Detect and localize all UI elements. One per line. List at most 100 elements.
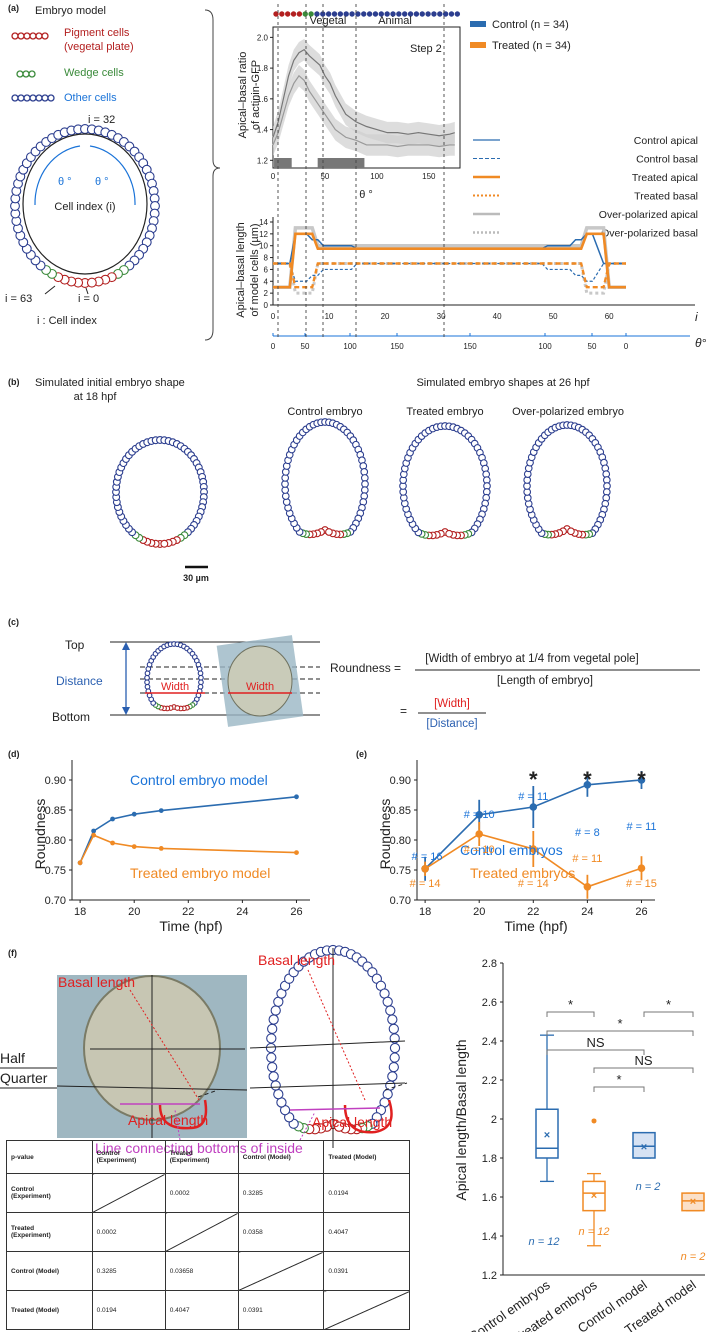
cell [29, 32, 37, 40]
cell [302, 11, 308, 17]
numerator-width: [Width] [434, 698, 470, 710]
y-axis-label: Apical length/Basal length [453, 1039, 469, 1200]
y-tick-label: 0.85 [390, 805, 411, 817]
box [535, 1108, 559, 1159]
model-cell [266, 1033, 277, 1044]
cell [366, 11, 373, 17]
pointer [174, 1109, 181, 1141]
y-tick-label: 0.85 [45, 805, 66, 817]
i-axis-label: i [695, 310, 698, 324]
cell [35, 94, 43, 102]
wedge-label: Wedge cells [64, 67, 124, 79]
right-title: Simulated embryo shapes at 26 hpf [416, 377, 590, 389]
table-cell: 0.4047 [323, 1212, 410, 1252]
legend-swatch-treated [470, 42, 486, 48]
denominator: [Length of embryo] [497, 675, 593, 687]
significance-bracket [593, 1067, 694, 1073]
cell [23, 94, 31, 102]
treated-embryo [399, 422, 491, 540]
data-point [77, 860, 83, 866]
model-cell [268, 1071, 279, 1082]
panel-letter: (c) [8, 617, 19, 627]
cell [448, 11, 455, 17]
cell [11, 32, 19, 40]
cell [361, 11, 367, 17]
tangent-line [384, 1082, 408, 1091]
treated-series-label: Treated embryo model [130, 865, 270, 881]
over-polarized-embryo [523, 421, 611, 539]
arrow-head [122, 707, 130, 715]
arrow-head [122, 642, 130, 650]
embryo-photo-body [227, 645, 293, 717]
cell [41, 94, 49, 102]
n-label-control: # = 16 [412, 851, 443, 863]
cell [431, 11, 437, 17]
y-tick-label: 2.0 [257, 33, 269, 42]
i32-label: i = 32 [88, 114, 115, 126]
width-label: Width [161, 681, 189, 693]
x-tick-label: 24 [581, 906, 593, 918]
bottom-ylabel: Apical–basal length [235, 222, 247, 317]
inner-boundary [22, 133, 148, 275]
table-col-header: Treated (Model) [323, 1140, 410, 1174]
model-cell [270, 1005, 281, 1016]
significance-star: * [583, 767, 592, 792]
n-label-treated: # = 10 [464, 844, 495, 856]
cell [349, 11, 355, 17]
model-title: Embryo model [35, 5, 106, 17]
cell [23, 32, 31, 40]
table-row-header: Treated (Experiment) [6, 1212, 93, 1252]
x-tick-label: 22 [527, 906, 539, 918]
cell [425, 11, 431, 17]
initial-embryo [112, 436, 208, 548]
pointer [299, 1111, 316, 1141]
table-cell: 0.0194 [91, 1290, 166, 1330]
apical-length-label: Apical length [312, 1114, 392, 1130]
y-tick-label: 0.70 [390, 895, 411, 907]
panel-letter: (e) [356, 749, 367, 759]
y-tick-label: 2 [491, 1114, 497, 1126]
table-row: Control (Experiment) 0.0002 0.3285 0.0194 [6, 1173, 410, 1213]
animal-label: Animal [378, 15, 412, 27]
pointer [129, 989, 200, 1101]
legend-line-label: Control apical [634, 135, 698, 147]
model-cell [567, 527, 575, 536]
arrow-i0 [85, 287, 89, 295]
cell [413, 11, 420, 17]
model-cell [174, 705, 181, 711]
cell [337, 11, 344, 17]
table-row: Control (Model) 0.3285 0.03658 0.0391 [6, 1251, 410, 1291]
series-line [273, 226, 626, 289]
theta-tick-label: 150 [463, 342, 477, 351]
x-axis-label: Time (hpf) [159, 918, 222, 934]
top-xlabel: θ ° [359, 189, 373, 201]
quarter-label: Quarter [0, 1070, 48, 1086]
y-tick-label: 0 [264, 301, 269, 310]
denominator-distance: [Distance] [426, 718, 477, 730]
n-label-treated: # = 14 [410, 878, 441, 890]
table-cell: 0.3285 [91, 1251, 166, 1291]
sig-label: * [568, 997, 573, 1012]
data-point [110, 816, 115, 822]
data-point [158, 808, 164, 813]
table-cell-diagonal [164, 1212, 239, 1252]
model-cell [389, 1052, 400, 1063]
model-cell [198, 679, 204, 686]
y-tick-label: 10 [259, 242, 268, 251]
cell [331, 11, 338, 17]
other-label: Other cells [64, 92, 117, 104]
x-tick-label: 100 [370, 172, 384, 181]
treated-series-label: Treated embryos [470, 865, 575, 881]
i-cell-index-label: i : Cell index [37, 315, 97, 327]
data-point [131, 811, 137, 817]
sig-label: NS [586, 1035, 604, 1050]
pigment-label: Pigment cells [64, 27, 130, 39]
box [632, 1131, 656, 1159]
treated-embryo-label: Treated embryo [406, 406, 483, 418]
panel-letter: (b) [8, 377, 20, 387]
model-cell [333, 1121, 345, 1132]
embryo-model-ring [10, 124, 160, 288]
model-cell [388, 1023, 399, 1035]
model-cell [270, 1080, 281, 1091]
apical-length-trace [343, 1099, 393, 1134]
